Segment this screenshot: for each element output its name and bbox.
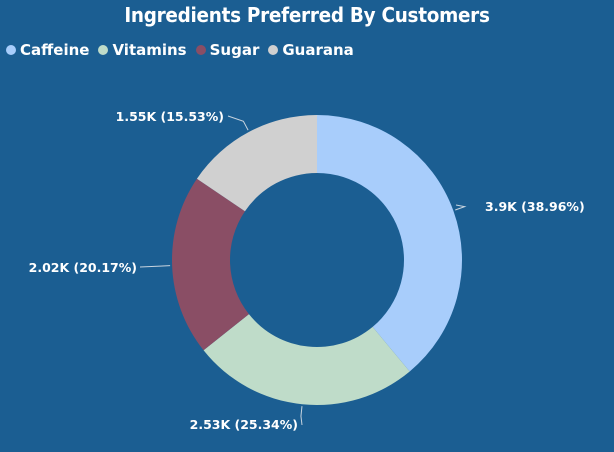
- legend-label-vitamins: Vitamins: [112, 41, 187, 59]
- legend-label-caffeine: Caffeine: [20, 41, 90, 59]
- donut-slice-vitamins[interactable]: [203, 314, 410, 405]
- donut-slice-caffeine[interactable]: [317, 115, 462, 372]
- legend-swatch-vitamins: [98, 45, 109, 55]
- legend-swatch-caffeine: [6, 45, 16, 55]
- chart-legend: Caffeine Vitamins Sugar Guarana: [6, 41, 363, 59]
- legend-item-caffeine[interactable]: Caffeine: [6, 41, 89, 59]
- leader-line-guarana: [227, 115, 249, 131]
- legend-item-vitamins[interactable]: Vitamins: [98, 41, 187, 59]
- legend-item-sugar[interactable]: Sugar: [195, 41, 260, 59]
- leader-line-caffeine: [455, 204, 467, 211]
- legend-swatch-sugar: [195, 45, 206, 55]
- legend-label-guarana: Guarana: [282, 41, 354, 59]
- data-label-sugar: 2.02K (20.17%): [29, 260, 137, 275]
- data-label-caffeine: 3.9K (38.96%): [485, 199, 585, 214]
- legend-item-guarana[interactable]: Guarana: [268, 41, 354, 59]
- leader-line-vitamins: [300, 406, 303, 426]
- legend-label-sugar: Sugar: [209, 41, 260, 59]
- leader-line-sugar: [139, 265, 171, 268]
- donut-slice-sugar[interactable]: [172, 178, 249, 351]
- data-label-vitamins: 2.53K (25.34%): [190, 417, 298, 432]
- data-label-guarana: 1.55K (15.53%): [116, 109, 224, 124]
- chart-title: Ingredients Preferred By Customers: [124, 3, 490, 27]
- donut-slice-guarana[interactable]: [196, 115, 317, 212]
- legend-swatch-guarana: [268, 45, 279, 55]
